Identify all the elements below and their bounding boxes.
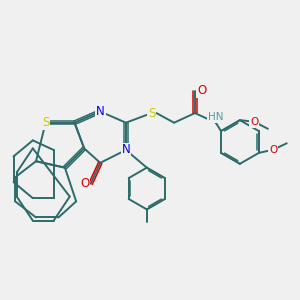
Text: S: S [148, 106, 155, 120]
Text: O: O [197, 84, 207, 97]
Text: N: N [96, 105, 105, 118]
Text: S: S [42, 116, 49, 129]
Text: O: O [80, 177, 89, 190]
Text: O: O [250, 117, 259, 127]
Text: N: N [122, 143, 130, 157]
Text: HN: HN [208, 112, 224, 122]
Text: O: O [269, 145, 278, 155]
